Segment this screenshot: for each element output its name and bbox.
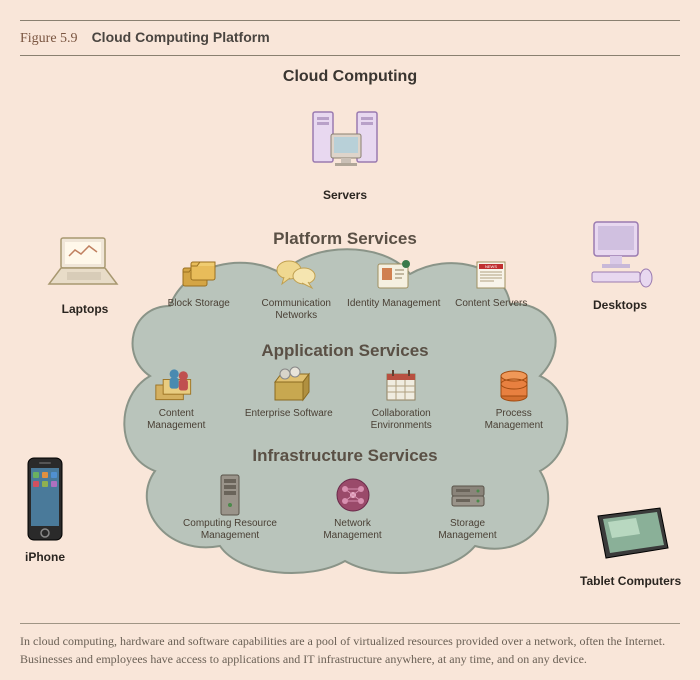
device-desktops: Desktops — [580, 214, 660, 312]
service-label: Computing Resource Management — [175, 518, 285, 542]
folders-icon — [177, 256, 221, 294]
desktop-icon — [580, 214, 660, 294]
service-process: Process Management — [466, 366, 561, 432]
iphone-icon — [20, 456, 70, 546]
infrastructure-row: Computing Resource Management Network Ma… — [165, 476, 525, 542]
chat-icon — [274, 256, 318, 294]
device-label: Servers — [323, 188, 367, 202]
device-label: Laptops — [62, 302, 109, 316]
device-laptops: Laptops — [45, 234, 125, 316]
application-title: Application Services — [110, 341, 580, 361]
device-tablet: Tablet Computers — [580, 504, 681, 588]
mesh-icon — [331, 476, 375, 514]
service-block-storage: Block Storage — [151, 256, 246, 322]
service-content-servers: NEWS Content Servers — [444, 256, 539, 322]
service-label: Content Servers — [455, 298, 527, 310]
tablet-icon — [586, 504, 676, 570]
diagram-area: Platform Services Block Storage — [0, 86, 700, 596]
service-collab: Collaboration Environments — [354, 366, 449, 432]
service-label: Block Storage — [168, 298, 230, 310]
service-label: Process Management — [466, 408, 561, 432]
box-icon — [267, 366, 311, 404]
service-label: Collaboration Environments — [354, 408, 449, 432]
service-identity: Identity Management — [346, 256, 441, 322]
service-label: Communication Networks — [249, 298, 344, 322]
figure-caption: In cloud computing, hardware and softwar… — [20, 623, 680, 668]
application-row: Content Management Enterprise Software — [120, 366, 570, 432]
service-label: Storage Management — [420, 518, 515, 542]
drive-icon — [446, 476, 490, 514]
main-heading: Cloud Computing — [0, 68, 700, 86]
service-label: Content Management — [129, 408, 224, 432]
service-content-mgmt: Content Management — [129, 366, 224, 432]
service-computing: Computing Resource Management — [175, 476, 285, 542]
calendar-icon — [379, 366, 423, 404]
device-label: Desktops — [593, 298, 647, 312]
service-network: Network Management — [305, 476, 400, 542]
figure-header: Figure 5.9 Cloud Computing Platform — [20, 20, 680, 56]
people-icon — [154, 366, 198, 404]
service-communication: Communication Networks — [249, 256, 344, 322]
platform-row: Block Storage Communication Networks — [150, 256, 540, 322]
infrastructure-title: Infrastructure Services — [110, 446, 580, 466]
service-storage: Storage Management — [420, 476, 515, 542]
figure-title: Cloud Computing Platform — [92, 29, 270, 45]
laptop-icon — [45, 234, 125, 298]
figure-number: Figure 5.9 — [20, 31, 78, 46]
news-icon: NEWS — [469, 256, 513, 294]
platform-title: Platform Services — [110, 229, 580, 249]
service-enterprise: Enterprise Software — [241, 366, 336, 432]
device-iphone: iPhone — [20, 456, 70, 564]
id-icon — [372, 256, 416, 294]
servers-icon — [295, 104, 395, 184]
service-label: Enterprise Software — [245, 408, 333, 420]
device-label: Tablet Computers — [580, 574, 681, 588]
service-label: Network Management — [305, 518, 400, 542]
cylinder-icon — [492, 366, 536, 404]
service-label: Identity Management — [347, 298, 440, 310]
device-label: iPhone — [25, 550, 65, 564]
device-servers: Servers — [295, 104, 395, 202]
svg-text:NEWS: NEWS — [485, 264, 497, 269]
tower-icon — [208, 476, 252, 514]
